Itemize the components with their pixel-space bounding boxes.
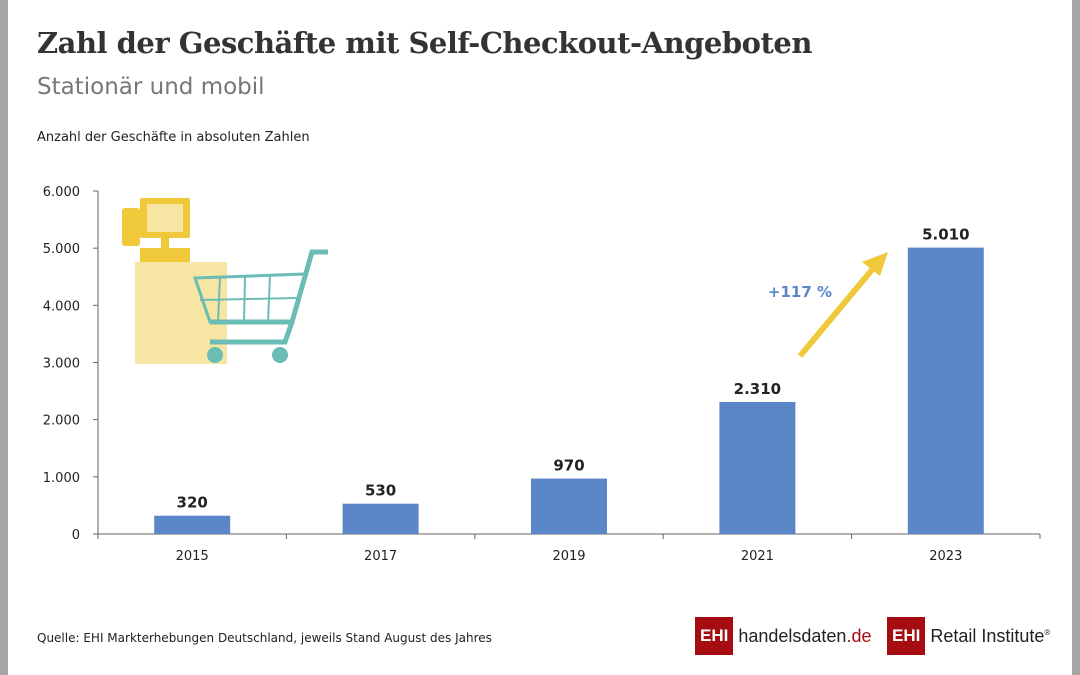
bar-value-label: 320 [177, 494, 208, 512]
growth-arrow [797, 263, 879, 358]
bar-value-label: 530 [365, 482, 396, 500]
arrow-head [862, 252, 888, 276]
bar [907, 247, 984, 534]
bar-value-label: 2.310 [734, 380, 781, 398]
y-tick-label: 6.000 [43, 185, 80, 200]
ehi-retail-institute-logo[interactable]: EHI Retail Institute® [887, 617, 1050, 655]
bar [531, 478, 607, 534]
y-axis-label: Anzahl der Geschäfte in absoluten Zahlen [37, 130, 310, 145]
bar-value-label: 970 [553, 457, 584, 475]
growth-annotation: +117 % [768, 283, 832, 301]
y-tick-label: 5.000 [43, 242, 80, 257]
right-border [1072, 0, 1080, 675]
handelsdaten-logo[interactable]: EHI handelsdaten.de [695, 617, 871, 655]
y-tick-label: 1.000 [43, 471, 80, 486]
bar [154, 515, 231, 534]
x-tick-label: 2015 [176, 549, 209, 564]
illustration-box [135, 262, 227, 364]
y-tick-label: 0 [72, 528, 80, 543]
chart-subtitle: Stationär und mobil [37, 74, 265, 100]
x-tick-label: 2019 [552, 549, 585, 564]
chart-title: Zahl der Geschäfte mit Self-Checkout-Ang… [37, 26, 812, 60]
bar [719, 401, 796, 534]
x-tick-label: 2021 [741, 549, 774, 564]
bar-value-label: 5.010 [922, 226, 969, 244]
y-tick-label: 3.000 [43, 357, 80, 372]
bar-chart: 0 1.000 2.000 3.000 4.000 5.000 6.000 320 2015 5… [43, 185, 1041, 564]
self-checkout-illustration [122, 198, 328, 364]
y-tick-label: 4.000 [43, 299, 80, 314]
y-tick-label: 2.000 [43, 414, 80, 429]
scanner-icon [122, 208, 140, 246]
shopping-cart-icon [192, 249, 328, 345]
x-tick-label: 2023 [929, 549, 962, 564]
source-note: Quelle: EHI Markterhebungen Deutschland,… [37, 631, 492, 645]
left-border [0, 0, 8, 675]
bar [342, 503, 419, 534]
x-tick-label: 2017 [364, 549, 397, 564]
